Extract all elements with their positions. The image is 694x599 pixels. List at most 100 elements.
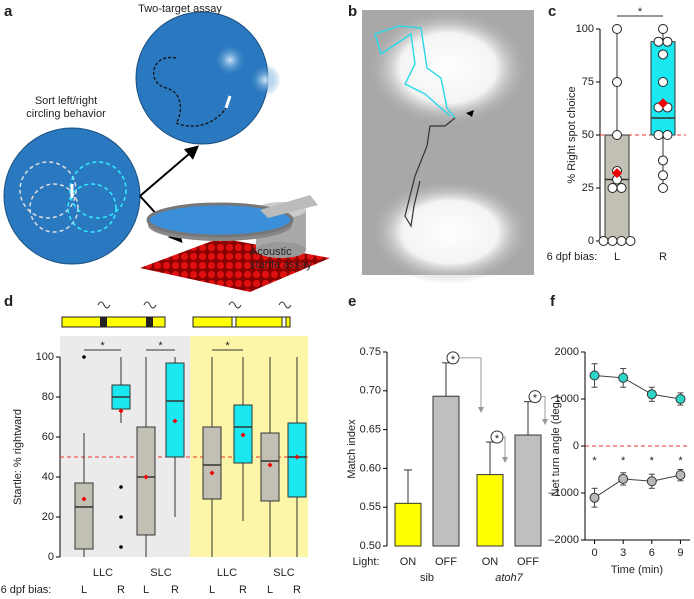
panel-a-illustration: Two-target assay Sort left/right circlin… [3, 3, 330, 292]
y-tick-label: 100 [576, 23, 594, 35]
outlier [119, 545, 123, 549]
y-tick-label: 2000 [555, 346, 579, 358]
stimulus-bar [192, 316, 291, 328]
significance-label: * [533, 393, 538, 405]
illustration-label: startle assay [250, 259, 312, 271]
data-point [662, 36, 673, 47]
stimulus-schematic [61, 301, 292, 328]
box [136, 426, 156, 536]
panel-label: c [548, 3, 556, 20]
group-label: LLC [217, 567, 237, 579]
stimulus-tick [231, 316, 237, 328]
x-tick-label: OFF [517, 556, 539, 568]
cyan-trajectory [374, 25, 456, 119]
x-tick-label: R [293, 584, 301, 596]
significance-label: * [650, 455, 655, 467]
x-tick-label: L [614, 251, 620, 263]
data-point [589, 492, 600, 503]
circling-path [67, 183, 117, 233]
group-label: atoh7 [495, 572, 523, 584]
x-tick-label: OFF [435, 556, 457, 568]
significance-label: * [225, 340, 230, 352]
mean [118, 408, 124, 414]
panel-label: e [348, 293, 356, 310]
data-point [658, 49, 668, 60]
data-point [607, 236, 618, 246]
y-tick-label: 1000 [555, 393, 579, 405]
data-point [616, 183, 627, 193]
stimulus-tick [100, 317, 107, 327]
y-tick-label: 0.70 [360, 385, 381, 397]
data-point [618, 473, 629, 484]
y-tick-label: 0 [48, 551, 54, 563]
x-tick-label: L [209, 584, 215, 596]
y-tick-label: 0.55 [360, 501, 381, 513]
series-line [594, 474, 681, 499]
y-tick-label: –2000 [548, 534, 579, 546]
significance-arrow [502, 436, 508, 463]
x-axis-label: Time (min) [611, 564, 663, 576]
y-tick-label: 20 [42, 511, 54, 523]
data-point [616, 236, 627, 246]
larva [224, 95, 232, 109]
illustration-label: Acoustic [250, 246, 292, 258]
significance-label: * [678, 455, 683, 467]
x-tick-label: L [143, 584, 149, 596]
mean [172, 418, 178, 424]
data-point [658, 155, 668, 166]
significance-arrow [541, 396, 548, 425]
significance-arrow [459, 357, 484, 413]
outlier [119, 485, 123, 489]
data-point [612, 24, 622, 34]
y-tick-label: 25 [582, 182, 594, 194]
mean [658, 98, 668, 109]
mean [267, 462, 273, 468]
x-tick-label: R [117, 584, 125, 596]
y-tick-label: –1000 [548, 487, 579, 499]
data-point [607, 183, 618, 193]
data-point [598, 236, 609, 246]
data-point [625, 236, 636, 246]
series-line [594, 375, 681, 400]
y-tick-label: 80 [42, 391, 54, 403]
outlier [82, 355, 86, 359]
data-point [646, 389, 657, 400]
stimulus-tick [281, 316, 287, 328]
x-tick-label: R [659, 251, 667, 263]
x-tick-label: ON [482, 556, 499, 568]
mean [612, 168, 622, 179]
data-point [612, 77, 622, 87]
y-axis-label: Match index [346, 419, 358, 479]
x-tick-label: 6 [649, 547, 655, 559]
group-label: LLC [93, 567, 113, 579]
target-spot [370, 180, 530, 284]
data-point [589, 370, 600, 381]
y-tick-label: 0.60 [360, 462, 381, 474]
data-point [646, 476, 657, 487]
target-spot [368, 10, 528, 126]
mean [81, 496, 87, 502]
panel-b-image [362, 10, 534, 284]
sound-wave [97, 301, 292, 309]
y-tick-label: 75 [582, 76, 594, 88]
y-axis-label: % Right spot choice [566, 86, 578, 183]
circling-path [19, 161, 77, 219]
x-tick-label: ON [400, 556, 417, 568]
data-point [653, 130, 664, 140]
x-axis-label: 6 dpf bias: [1, 584, 52, 596]
y-tick-label: 0 [588, 235, 594, 247]
mean [294, 454, 300, 460]
illustration-label: Sort left/right [35, 95, 97, 107]
target-spot [214, 44, 246, 76]
y-axis-label: Net turn angle (deg.) [550, 396, 562, 497]
x-tick-label: L [267, 584, 273, 596]
data-point [675, 394, 686, 404]
circling-path [29, 183, 79, 233]
bar [514, 434, 542, 547]
data-point [658, 183, 668, 193]
box [165, 362, 185, 458]
group-label: sib [420, 572, 434, 584]
data-point [658, 24, 668, 34]
x-axis-label: Light: [353, 556, 380, 568]
y-tick-label: 100 [36, 351, 54, 363]
